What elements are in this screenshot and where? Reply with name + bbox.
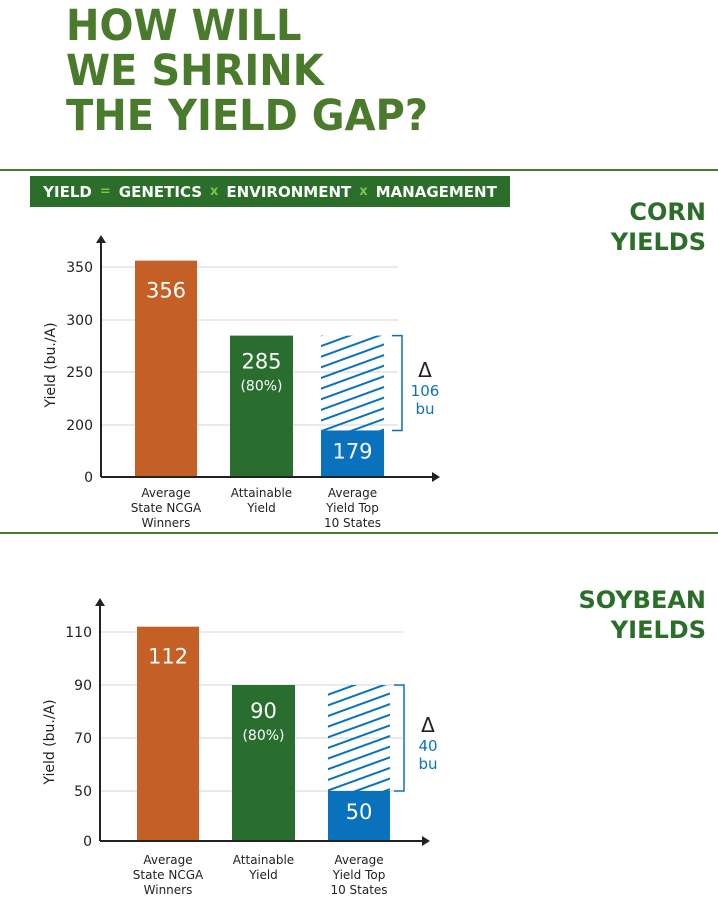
gap-value-label: 40 [418, 737, 437, 755]
formula-operator: = [99, 184, 111, 199]
gap-unit-label: bu [418, 755, 437, 773]
x-category-label: Average [334, 853, 383, 867]
bar-sublabel: (80%) [240, 379, 282, 395]
formula-operator: x [210, 184, 219, 199]
gap-unit-label: bu [415, 400, 434, 418]
x-category-label: State NCGA [133, 868, 204, 882]
divider [0, 532, 718, 534]
x-category-label: Winners [144, 883, 193, 897]
gap-delta-symbol: Δ [418, 358, 432, 382]
formula-term: MANAGEMENT [375, 182, 497, 201]
soybean-section-title: SOYBEAN YIELDS [578, 585, 706, 645]
title-line: WE SHRINK [66, 46, 324, 96]
y-tick-label: 50 [74, 784, 92, 800]
formula-operator: x [359, 184, 368, 199]
y-tick-label: 350 [66, 260, 93, 276]
bar-value-label: 179 [332, 439, 372, 463]
y-tick-label: 0 [83, 834, 92, 850]
title-line: THE YIELD GAP? [66, 91, 429, 141]
x-axis-arrow-icon [432, 472, 440, 482]
bar-value-label: 112 [148, 645, 188, 669]
bar-value-label: 285 [241, 350, 281, 374]
y-tick-label: 300 [66, 313, 93, 329]
bar-value-label: 90 [250, 699, 277, 723]
x-category-label: Yield [248, 868, 278, 882]
formula-term: GENETICS [118, 182, 203, 201]
bar [321, 430, 384, 477]
bar [135, 260, 197, 477]
x-category-label: Average [328, 486, 377, 500]
section-title-line: YIELDS [610, 228, 706, 256]
y-tick-label: 70 [74, 731, 92, 747]
x-axis-arrow-icon [422, 836, 430, 846]
y-axis-arrow-icon [95, 598, 105, 606]
x-category-label: Yield [246, 501, 276, 515]
y-tick-label: 200 [66, 418, 93, 434]
formula-term: ENVIRONMENT [226, 182, 352, 201]
x-category-label: Attainable [233, 853, 294, 867]
y-tick-label: 0 [84, 470, 93, 486]
gap-delta-symbol: Δ [421, 713, 435, 737]
section-title-line: YIELDS [610, 616, 706, 644]
y-tick-label: 250 [66, 365, 93, 381]
bar-value-label: 356 [146, 279, 186, 303]
bar [137, 626, 199, 841]
section-title-line: CORN [629, 198, 706, 226]
x-category-label: Attainable [231, 486, 292, 500]
y-tick-label: 90 [74, 678, 92, 694]
bar [232, 685, 295, 841]
x-category-label: Yield Top [325, 501, 379, 515]
x-category-label: Yield Top [332, 868, 386, 882]
section-title-line: SOYBEAN [578, 586, 706, 614]
y-axis-label: Yield (bu./A) [43, 322, 59, 408]
x-category-label: 10 States [324, 516, 381, 530]
bar [328, 791, 390, 841]
bar-sublabel: (80%) [242, 728, 284, 744]
page-title: HOW WILL WE SHRINK THE YIELD GAP? [66, 4, 428, 139]
y-axis-arrow-icon [96, 235, 106, 243]
formula-term: YIELD [43, 182, 92, 201]
corn-section-title: CORN YIELDS [611, 197, 706, 257]
formula-banner: YIELD = GENETICS x ENVIRONMENT x MANAGEM… [30, 176, 510, 207]
x-category-label: Average [141, 486, 190, 500]
bar [230, 335, 293, 477]
gap-value-label: 106 [411, 382, 440, 400]
x-category-label: State NCGA [131, 501, 202, 515]
bar-value-label: 50 [346, 800, 373, 824]
gap-hatch [321, 335, 384, 431]
y-axis-label: Yield (bu./A) [42, 699, 58, 785]
gap-hatch [328, 685, 390, 791]
divider [0, 169, 718, 171]
x-category-label: Winners [142, 516, 191, 530]
x-category-label: Average [143, 853, 192, 867]
gap-bracket [394, 684, 405, 792]
gap-bracket [392, 334, 403, 432]
title-line: HOW WILL [66, 1, 302, 51]
x-category-label: 10 States [330, 883, 387, 897]
y-tick-label: 110 [65, 625, 92, 641]
